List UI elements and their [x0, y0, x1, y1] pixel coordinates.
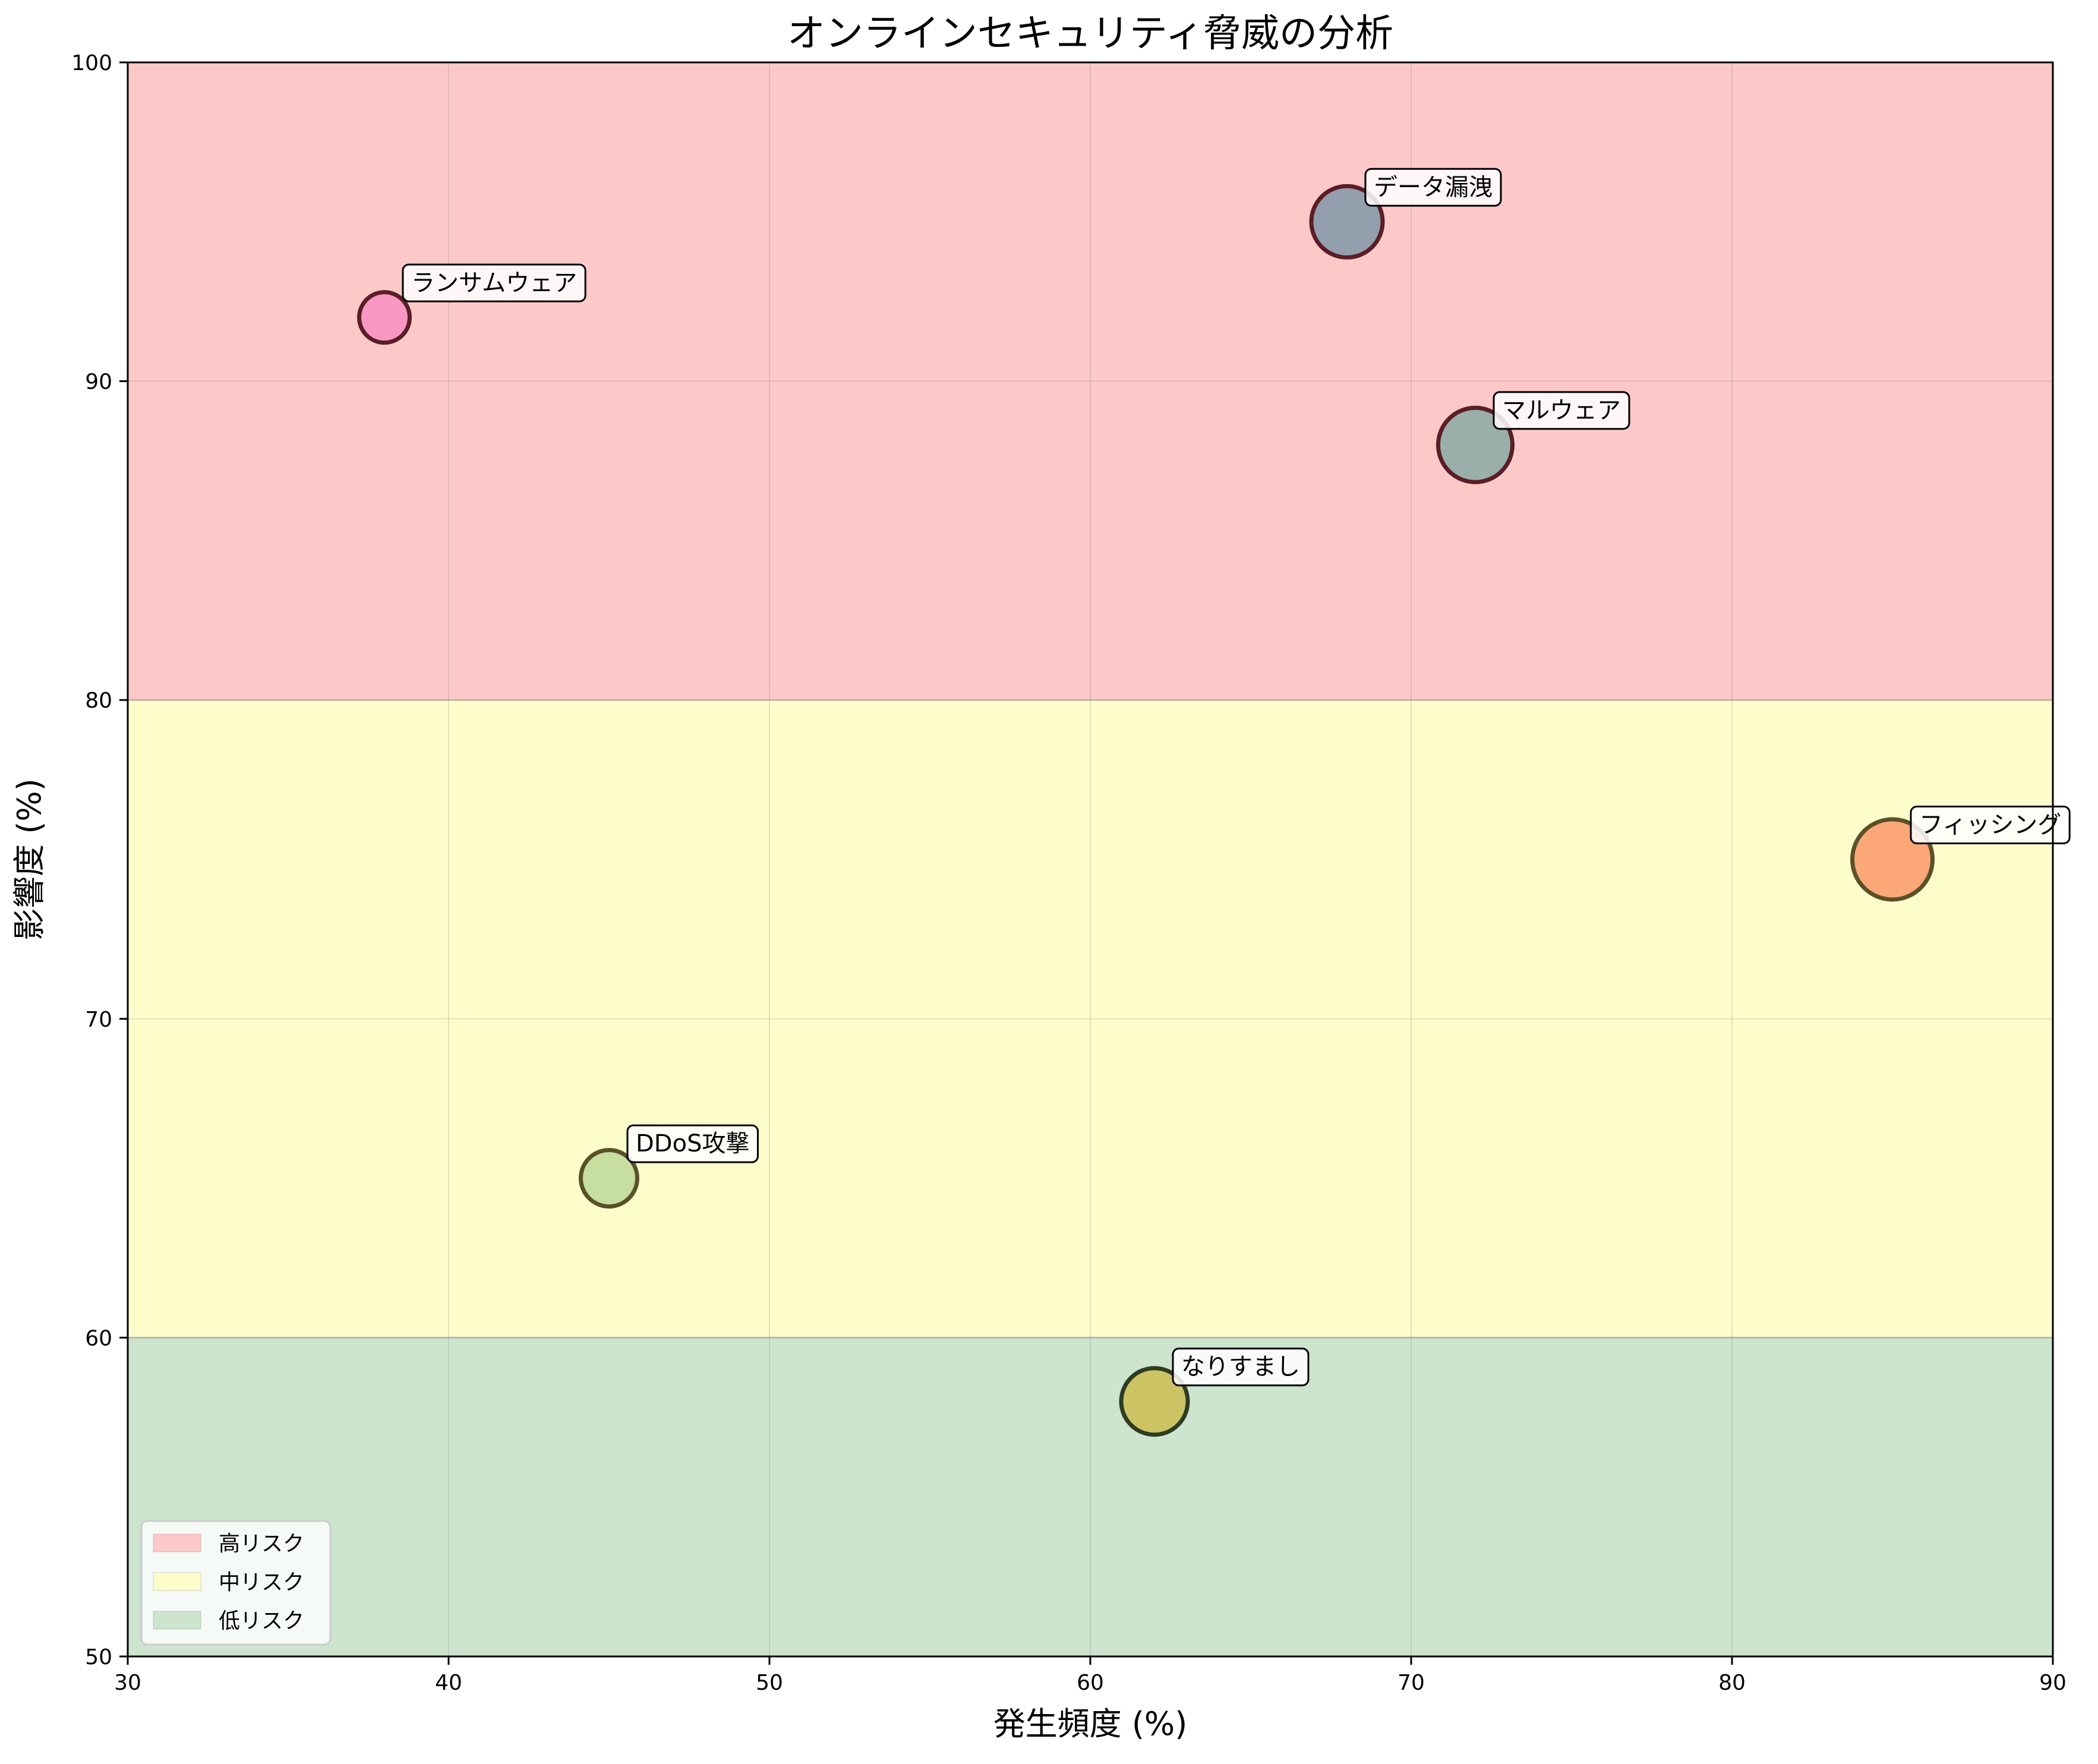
risk-band-1	[128, 700, 2053, 1338]
legend-label-1: 中リスク	[219, 1570, 304, 1595]
y-tick-label: 70	[85, 1008, 112, 1032]
legend-label-2: 低リスク	[219, 1609, 304, 1633]
data-point-4	[579, 1148, 639, 1209]
x-tick-label: 80	[1718, 1671, 1746, 1695]
point-label-group-0: データ漏洩	[1364, 168, 1502, 207]
point-label-group-2: マルウェア	[1493, 391, 1630, 430]
x-tick-label: 40	[435, 1671, 462, 1695]
y-tick-label: 50	[85, 1645, 112, 1670]
y-tick-label: 100	[71, 51, 112, 75]
data-point-0	[1309, 184, 1385, 260]
data-point-1	[357, 290, 412, 345]
legend-label-0: 高リスク	[219, 1532, 304, 1556]
y-tick-label: 90	[85, 370, 112, 395]
x-tick-label: 50	[756, 1671, 783, 1695]
point-label-box	[1910, 806, 2071, 844]
x-axis-label: 発生頻度 (%)	[993, 1705, 1188, 1743]
point-label-group-5: なりすまし	[1172, 1348, 1310, 1387]
point-label: データ漏洩	[1374, 173, 1493, 201]
point-label: なりすまし	[1181, 1353, 1300, 1381]
point-label: DDoS攻撃	[636, 1130, 749, 1157]
point-label-group-1: ランサムウェア	[402, 263, 586, 302]
point-label-box	[402, 263, 586, 302]
legend-swatch-0	[153, 1533, 201, 1552]
legend-swatch-1	[153, 1572, 201, 1591]
point-label-box	[626, 1124, 759, 1163]
y-tick-label: 60	[85, 1326, 112, 1350]
x-tick-label: 30	[114, 1671, 141, 1695]
data-point-5	[1119, 1366, 1190, 1437]
risk-band-2	[128, 1337, 2053, 1656]
x-tick-label: 90	[2039, 1671, 2067, 1695]
risk-band-0	[128, 62, 2053, 700]
legend-swatch-2	[153, 1611, 201, 1630]
x-tick-label: 70	[1397, 1671, 1425, 1695]
x-tick-label: 60	[1077, 1671, 1104, 1695]
point-label: マルウェア	[1502, 397, 1621, 424]
point-label: ランサムウェア	[411, 269, 577, 296]
chart-title: オンラインセキュリティ脅威の分析	[787, 12, 1393, 56]
point-label-box	[1493, 391, 1630, 430]
point-label: フィッシング	[1919, 812, 2061, 839]
y-tick-label: 80	[85, 689, 112, 713]
point-label-group-4: DDoS攻撃	[626, 1124, 759, 1163]
point-label-box	[1172, 1348, 1310, 1387]
y-axis-label: 影響度 (%)	[11, 778, 48, 941]
point-label-group-3: フィッシング	[1910, 806, 2071, 844]
axis-ticks: 30 40 50 60 70 80 90 50 60 70 80 90 100	[71, 51, 2067, 1695]
data-points	[357, 184, 1935, 1437]
risk-bands	[128, 62, 2053, 1656]
point-label-box	[1364, 168, 1502, 207]
